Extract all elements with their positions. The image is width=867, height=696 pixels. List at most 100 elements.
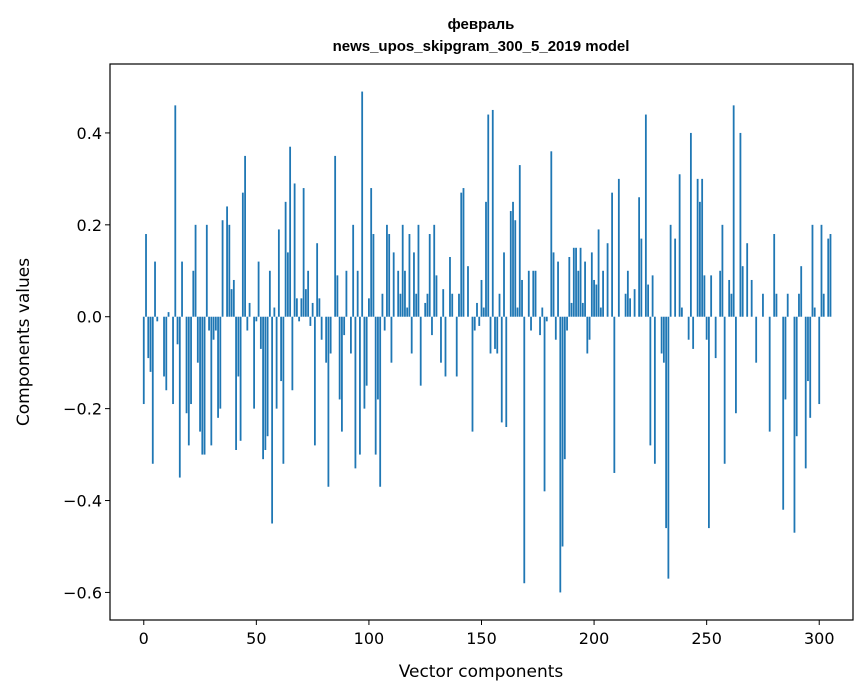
- bar: [487, 114, 490, 317]
- bar: [451, 293, 454, 317]
- bar: [750, 279, 753, 317]
- bar: [561, 316, 564, 547]
- bar: [187, 316, 190, 446]
- bar: [176, 316, 179, 345]
- bar: [541, 307, 544, 317]
- bar: [480, 279, 483, 317]
- bar: [471, 316, 474, 432]
- bar: [554, 316, 557, 340]
- bar: [669, 224, 672, 317]
- bar: [647, 284, 650, 317]
- bar: [768, 316, 771, 432]
- bar: [653, 316, 656, 464]
- bar: [368, 298, 370, 317]
- bar: [710, 275, 713, 317]
- bar: [419, 316, 422, 386]
- bar: [491, 109, 494, 317]
- bar: [178, 316, 181, 478]
- bar: [494, 316, 496, 349]
- bar: [665, 316, 668, 529]
- bar: [782, 316, 785, 510]
- bar: [807, 316, 809, 382]
- bar: [435, 275, 438, 317]
- bar: [192, 270, 195, 317]
- bar: [304, 289, 307, 317]
- bar: [687, 316, 690, 340]
- bar: [228, 224, 231, 317]
- bar: [714, 316, 717, 359]
- bar: [644, 114, 647, 317]
- bar: [496, 316, 499, 354]
- bar: [557, 261, 559, 317]
- bar: [399, 293, 402, 317]
- bar: [746, 243, 749, 317]
- bar: [566, 316, 568, 331]
- bar: [485, 201, 487, 317]
- bar: [248, 302, 251, 317]
- bar: [341, 316, 343, 432]
- bars-group: [142, 91, 832, 593]
- bar: [320, 316, 323, 340]
- bar: [354, 316, 357, 469]
- bar: [388, 234, 391, 317]
- bar: [575, 247, 577, 317]
- bar: [142, 316, 145, 405]
- bar: [449, 256, 451, 317]
- bar: [257, 261, 260, 317]
- bar: [377, 316, 379, 400]
- bar: [721, 224, 724, 317]
- bar: [284, 201, 287, 317]
- bar: [214, 316, 217, 331]
- bar: [221, 220, 224, 317]
- x-tick-label: 300: [804, 629, 835, 648]
- bar: [253, 316, 255, 409]
- bar: [662, 316, 665, 363]
- bar: [181, 261, 183, 317]
- bar: [705, 316, 708, 340]
- bar: [552, 252, 555, 317]
- x-tick-label: 150: [466, 629, 497, 648]
- bar: [345, 270, 348, 317]
- bar: [410, 316, 413, 354]
- bar: [325, 316, 328, 363]
- bar: [277, 229, 280, 317]
- bar: [417, 224, 420, 317]
- bar: [482, 307, 485, 317]
- bar: [588, 316, 591, 340]
- bar: [289, 146, 292, 317]
- bar: [514, 220, 517, 317]
- bar: [334, 155, 337, 317]
- bar: [599, 307, 602, 317]
- y-tick-label: 0.2: [77, 216, 102, 235]
- bar: [798, 293, 800, 317]
- bar: [262, 316, 264, 460]
- bar: [458, 293, 460, 317]
- bar: [640, 238, 643, 317]
- bar: [352, 224, 355, 317]
- bar: [563, 316, 566, 460]
- bar: [302, 188, 305, 317]
- bar: [440, 316, 442, 363]
- bar: [523, 316, 526, 584]
- bar: [268, 270, 271, 317]
- bar: [696, 178, 699, 317]
- bar: [719, 270, 722, 317]
- bar: [286, 252, 289, 317]
- bar: [154, 261, 156, 317]
- bar: [739, 132, 742, 317]
- bar: [530, 316, 532, 331]
- bar: [343, 316, 346, 336]
- bar: [444, 316, 447, 377]
- bar: [370, 188, 373, 317]
- bar: [708, 316, 710, 529]
- bar: [462, 188, 465, 317]
- bar: [460, 192, 463, 317]
- bar: [613, 316, 616, 473]
- bar: [318, 298, 321, 317]
- bar: [361, 91, 364, 317]
- bar: [338, 316, 341, 400]
- bar: [235, 316, 237, 450]
- bar: [406, 307, 409, 317]
- bar: [404, 270, 406, 317]
- bar: [280, 316, 283, 382]
